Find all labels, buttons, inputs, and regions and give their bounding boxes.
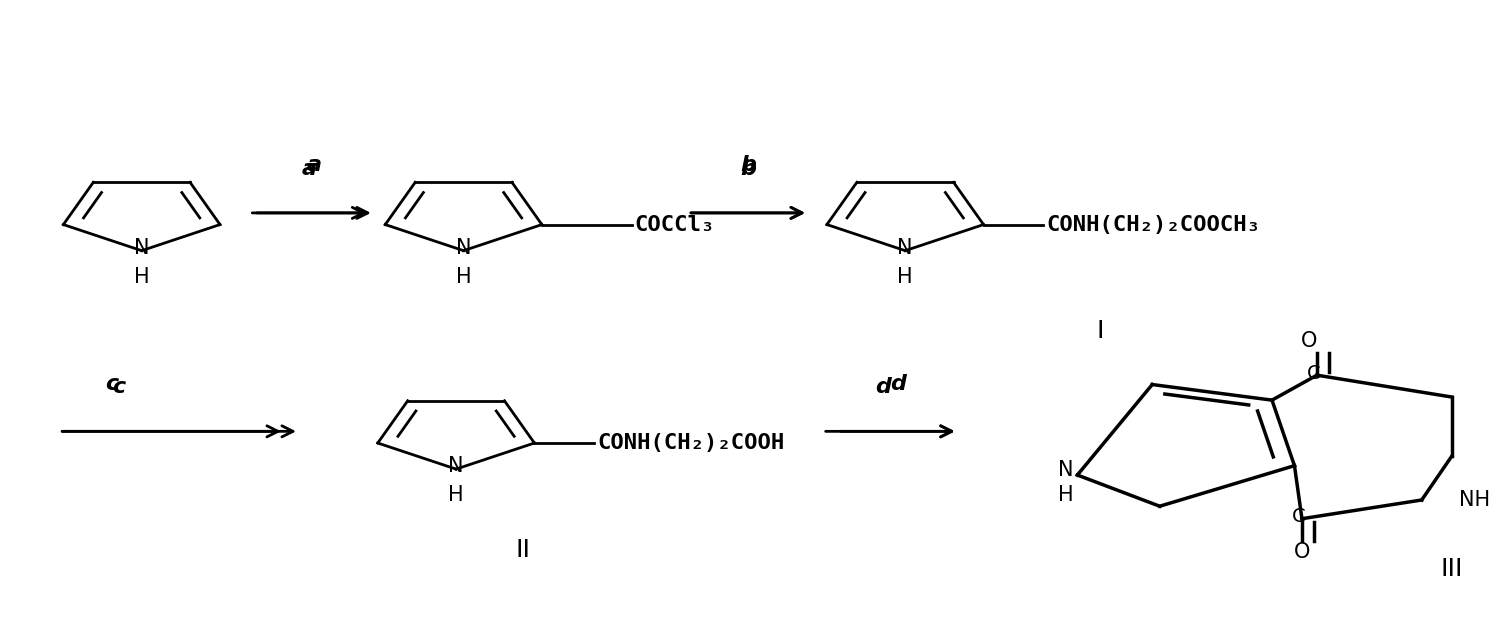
Text: H: H xyxy=(898,267,913,287)
Text: CONH(CH₂)₂COOCH₃: CONH(CH₂)₂COOCH₃ xyxy=(1047,214,1260,235)
Text: d: d xyxy=(875,377,890,397)
Text: O: O xyxy=(1301,332,1318,352)
Text: a: a xyxy=(307,156,322,175)
Text: CONH(CH₂)₂COOH: CONH(CH₂)₂COOH xyxy=(597,433,784,453)
Text: H: H xyxy=(449,486,464,505)
Text: C: C xyxy=(1292,507,1306,526)
Text: III: III xyxy=(1440,556,1463,581)
Text: H: H xyxy=(134,267,150,287)
Text: I: I xyxy=(1095,320,1103,343)
Text: II: II xyxy=(515,538,530,562)
Text: a: a xyxy=(302,159,317,179)
Text: N: N xyxy=(456,237,471,258)
Text: N: N xyxy=(449,456,464,476)
Text: H: H xyxy=(1058,485,1073,505)
Text: N: N xyxy=(134,237,150,258)
Text: c: c xyxy=(106,374,118,394)
Text: c: c xyxy=(113,377,125,397)
Text: b: b xyxy=(740,156,756,175)
Text: H: H xyxy=(456,267,471,287)
Text: d: d xyxy=(890,374,905,394)
Text: C: C xyxy=(1307,364,1321,383)
Text: N: N xyxy=(898,237,913,258)
Text: COCCl₃: COCCl₃ xyxy=(635,214,715,235)
Text: N: N xyxy=(1058,460,1073,480)
Text: O: O xyxy=(1293,542,1310,563)
Text: NH: NH xyxy=(1460,490,1490,510)
Text: b: b xyxy=(740,159,756,179)
